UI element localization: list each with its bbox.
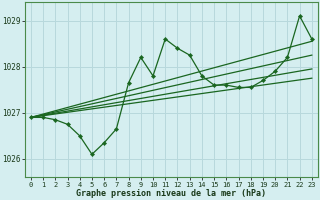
X-axis label: Graphe pression niveau de la mer (hPa): Graphe pression niveau de la mer (hPa) xyxy=(76,189,266,198)
